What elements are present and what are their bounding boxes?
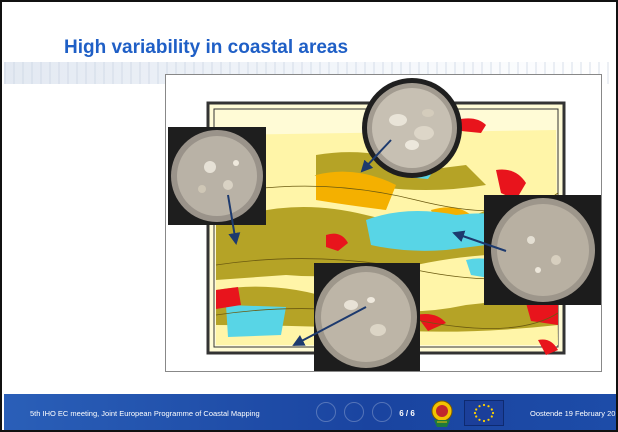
- sediment-sample-photo-top: [362, 78, 462, 178]
- sediment-map-illustration: [168, 78, 601, 371]
- footer-event-text: 5th IHO EC meeting, Joint European Progr…: [30, 409, 260, 418]
- watermark-circle-icon: [372, 402, 392, 422]
- sediment-sample-photo-right: [484, 195, 601, 305]
- eu-stars-icon: [473, 403, 495, 423]
- arrow-bottom-sample: [292, 306, 367, 346]
- footer-date-text: Oostende 19 February 2014: [530, 409, 618, 418]
- arrow-top-sample: [360, 139, 392, 173]
- watermark-circle-icon: [344, 402, 364, 422]
- watermark-circle-icon: [316, 402, 336, 422]
- slide-title: High variability in coastal areas: [64, 37, 349, 58]
- arrow-left-sample: [227, 194, 241, 245]
- coastal-sediment-map-figure: [165, 74, 602, 372]
- sediment-sample-photo-bottom: [314, 263, 420, 371]
- arrow-right-sample: [452, 230, 507, 252]
- footer-bar: 5th IHO EC meeting, Joint European Progr…: [4, 394, 616, 430]
- eu-flag-icon: [464, 400, 504, 426]
- page-number: 6 / 6: [399, 409, 415, 418]
- sediment-sample-photo-left: [168, 127, 266, 225]
- ihm-crest-icon: [431, 400, 453, 427]
